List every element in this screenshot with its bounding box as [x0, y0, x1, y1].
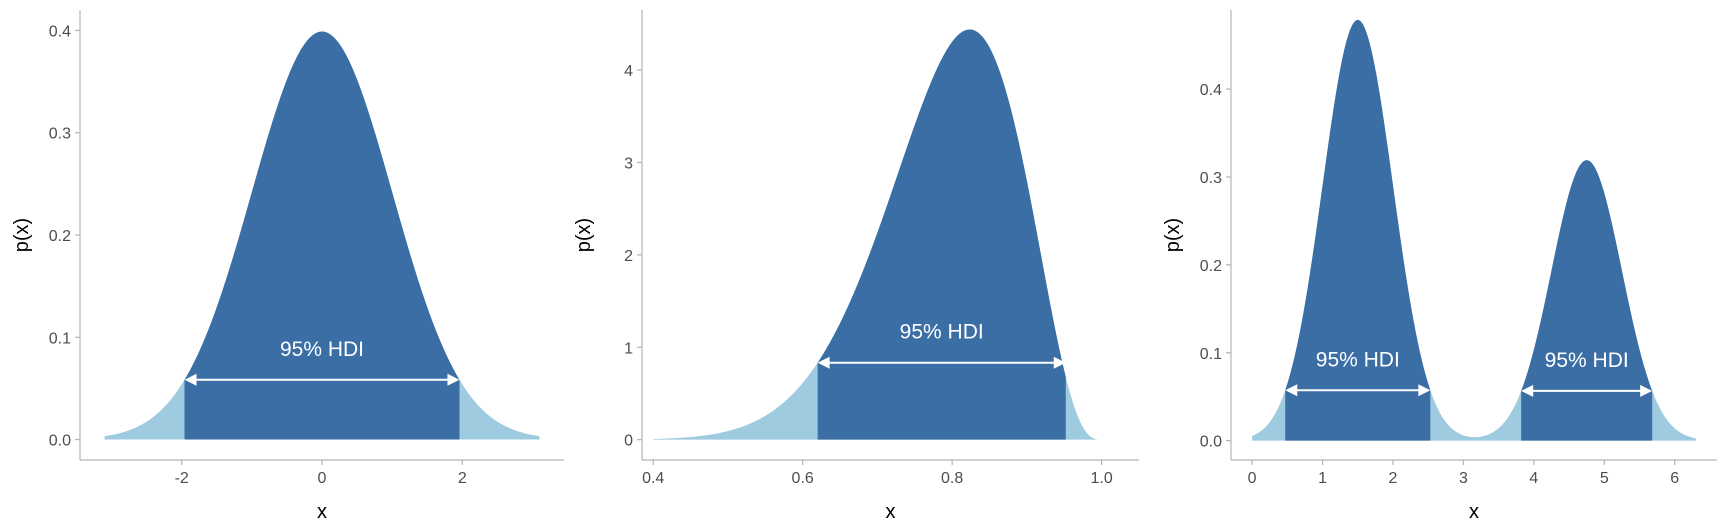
hdi-arrow-left-head [184, 373, 197, 386]
hdi-label: 95% HDI [1545, 349, 1629, 372]
y-tick-label: 0.3 [49, 126, 71, 143]
x-tick-label: 0.4 [642, 470, 664, 487]
x-tick-label: 1.0 [1091, 470, 1113, 487]
y-tick-label: 3 [624, 155, 633, 172]
x-tick-label: 4 [1529, 470, 1538, 487]
y-tick-label: 0 [624, 433, 633, 450]
x-tick-label: 0.8 [941, 470, 963, 487]
chart-panel-2: 95% HDI 0.4 0.6 0.8 1.0 0 1 2 3 4 x p(x) [573, 10, 1139, 523]
x-tick-label: 2 [1389, 470, 1398, 487]
x-tick-label: -2 [175, 470, 189, 487]
y-tick-label: 0.4 [1200, 82, 1222, 99]
y-tick-label: 0.0 [1200, 434, 1222, 451]
hdi-region-1 [1285, 19, 1431, 441]
x-axis-title: x [317, 501, 327, 523]
hdi-region-1 [817, 29, 1066, 440]
y-tick-label: 0.4 [49, 23, 71, 40]
y-tick-label: 0.1 [49, 330, 71, 347]
x-tick-label: 0 [1248, 470, 1257, 487]
y-tick-label: 2 [624, 248, 633, 265]
x-tick-label: 6 [1670, 470, 1679, 487]
hdi-region-1 [184, 31, 460, 440]
y-tick-label: 0.1 [1200, 346, 1222, 363]
hdi-arrow-right-head [447, 373, 460, 386]
hdi-region-2 [1521, 160, 1653, 441]
hdi-arrow-right-head [1418, 384, 1431, 397]
x-tick-label: 5 [1600, 470, 1609, 487]
y-axis-title: p(x) [11, 218, 33, 252]
hdi-arrow-right-head [1053, 356, 1066, 369]
x-tick-label: 0 [318, 470, 327, 487]
chart-panel-3: 95% HDI 95% HDI 0 1 2 3 4 5 6 0.0 0.1 0.2 0.3 0.4 x p(x… [1162, 10, 1717, 523]
y-tick-label: 1 [624, 340, 633, 357]
hdi-arrow-left-head [1285, 384, 1298, 397]
hdi-arrow-right-head [1640, 384, 1653, 397]
y-tick-label: 0.0 [49, 433, 71, 450]
hdi-label: 95% HDI [280, 338, 364, 361]
x-tick-label: 0.6 [792, 470, 814, 487]
x-tick-label: 2 [458, 470, 467, 487]
y-tick-label: 0.2 [1200, 258, 1222, 275]
x-axis-title: x [1469, 501, 1479, 523]
y-tick-label: 0.2 [49, 228, 71, 245]
y-tick-label: 0.3 [1200, 170, 1222, 187]
x-axis-title: x [886, 501, 896, 523]
x-tick-label: 3 [1459, 470, 1468, 487]
hdi-label: 95% HDI [1316, 348, 1400, 371]
y-axis-title: p(x) [573, 218, 595, 252]
hdi-label: 95% HDI [900, 321, 984, 344]
chart-panel-1: 95% HDI -2 0 2 0.0 0.1 0.2 0.3 0.4 x p(x) [11, 10, 564, 523]
y-tick-label: 4 [624, 63, 633, 80]
hdi-arrow-left-head [817, 356, 830, 369]
y-axis-title: p(x) [1162, 218, 1184, 252]
hdi-arrow-left-head [1521, 384, 1534, 397]
x-tick-label: 1 [1318, 470, 1327, 487]
